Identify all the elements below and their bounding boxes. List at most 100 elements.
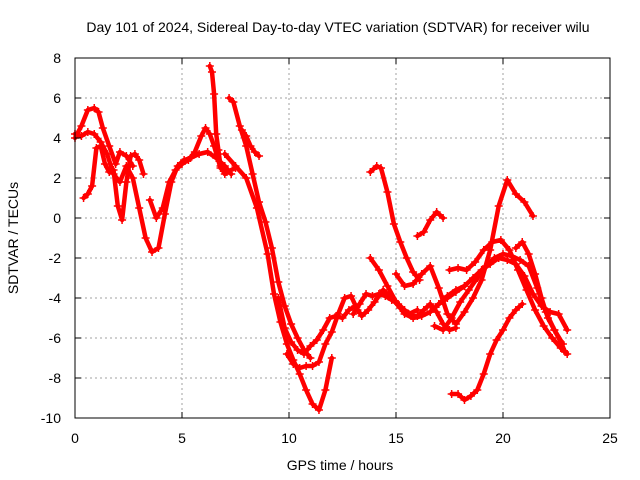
data-point-marker: [295, 364, 304, 372]
data-point-marker: [563, 326, 572, 334]
data-point-marker: [128, 162, 137, 170]
data-point-marker: [516, 256, 525, 264]
data-point-marker: [531, 270, 540, 278]
data-point-marker: [374, 290, 383, 298]
tick-layer: [74, 57, 611, 419]
data-point-marker: [242, 174, 251, 182]
data-point-marker: [392, 270, 400, 278]
data-point-marker: [216, 162, 225, 170]
data-point-marker: [327, 354, 336, 362]
data-point-marker: [287, 320, 296, 328]
data-point-marker: [338, 314, 347, 322]
data-point-marker: [366, 254, 375, 262]
satellite-track-12: [366, 162, 424, 284]
data-point-marker: [460, 308, 469, 316]
data-point-marker: [494, 254, 503, 262]
data-point-marker: [464, 286, 473, 294]
x-tick-label: 5: [178, 430, 186, 446]
data-point-marker: [225, 94, 234, 102]
data-point-marker: [477, 276, 486, 284]
data-point-marker: [347, 292, 356, 300]
satellite-track-20: [447, 300, 527, 404]
data-point-marker: [327, 328, 336, 336]
data-point-marker: [105, 142, 114, 150]
data-point-marker: [141, 234, 150, 242]
data-point-marker: [270, 290, 279, 298]
data-point-marker: [518, 300, 527, 308]
data-point-marker: [379, 286, 388, 294]
grid-layer: [74, 57, 611, 419]
y-tick-label: -10: [41, 410, 61, 426]
data-point-marker: [443, 294, 452, 302]
data-point-marker: [90, 104, 99, 112]
x-tick-label: 25: [602, 430, 618, 446]
data-point-marker: [289, 360, 298, 368]
data-point-marker: [383, 188, 392, 196]
data-point-marker: [492, 336, 501, 344]
data-point-marker: [419, 228, 428, 236]
data-point-marker: [494, 202, 503, 210]
data-point-marker: [197, 132, 206, 140]
data-point-marker: [439, 326, 448, 334]
satellite-track-6: [225, 94, 315, 362]
satellite-track-13: [413, 208, 448, 240]
data-point-marker: [413, 232, 422, 240]
data-point-marker: [100, 160, 109, 168]
data-point-marker: [314, 358, 323, 366]
data-point-marker: [503, 176, 512, 184]
data-point-marker: [203, 148, 212, 156]
data-point-marker: [355, 300, 364, 308]
data-point-marker: [543, 314, 552, 322]
data-point-marker: [486, 260, 495, 268]
data-point-marker: [321, 386, 330, 394]
data-point-marker: [92, 144, 101, 152]
data-point-marker: [246, 142, 255, 150]
data-point-marker: [374, 266, 383, 274]
data-point-marker: [550, 326, 559, 334]
data-point-marker: [496, 236, 505, 244]
data-point-marker: [83, 128, 92, 136]
data-point-marker: [439, 214, 448, 222]
data-point-marker: [362, 290, 371, 298]
data-point-marker: [111, 160, 120, 168]
data-point-marker: [314, 406, 323, 414]
y-tick-label: 2: [53, 170, 61, 186]
data-point-marker: [539, 322, 548, 330]
data-point-marker: [409, 268, 418, 276]
satellite-track-19: [511, 238, 570, 356]
x-tick-label: 0: [71, 430, 79, 446]
data-point-marker: [469, 294, 478, 302]
data-point-marker: [306, 354, 315, 362]
data-point-marker: [210, 90, 219, 98]
data-point-marker: [184, 156, 193, 164]
data-point-marker: [469, 274, 478, 282]
data-point-marker: [537, 294, 546, 302]
data-point-marker: [109, 166, 118, 174]
data-point-marker: [368, 292, 377, 300]
data-point-marker: [340, 294, 349, 302]
satellite-track-7: [237, 126, 264, 160]
data-point-marker: [349, 310, 358, 318]
data-point-marker: [190, 148, 199, 156]
data-point-marker: [554, 310, 563, 318]
satellite-track-6-line: [226, 95, 313, 361]
data-point-marker: [434, 284, 443, 292]
data-point-marker: [130, 150, 139, 158]
data-point-marker: [299, 350, 308, 358]
data-point-marker: [511, 190, 520, 198]
data-point-marker: [195, 150, 204, 158]
data-point-marker: [531, 306, 540, 314]
data-point-marker: [280, 324, 289, 332]
data-point-marker: [293, 334, 302, 342]
data-point-marker: [293, 346, 302, 354]
data-point-marker: [207, 68, 216, 76]
data-point-marker: [460, 396, 469, 404]
data-point-marker: [154, 244, 163, 252]
data-point-marker: [434, 300, 443, 308]
data-point-marker: [212, 130, 221, 138]
data-point-marker: [145, 196, 154, 204]
data-point-marker: [454, 264, 463, 272]
data-point-marker: [364, 306, 373, 314]
plot-frame: [74, 57, 611, 419]
data-point-marker: [255, 152, 264, 160]
